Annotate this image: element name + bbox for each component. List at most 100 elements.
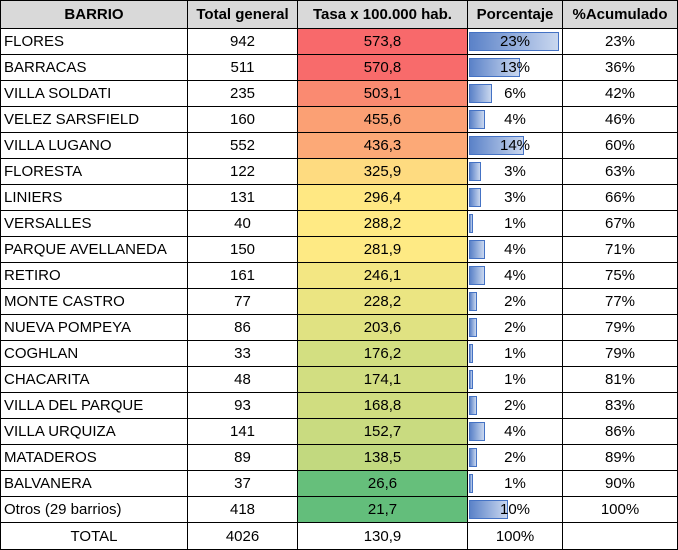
table-row: VILLA LUGANO 552 436,3 14% 60% — [0, 132, 678, 159]
barrio-cell: BARRACAS — [0, 54, 188, 81]
barrio-cell: PARQUE AVELLANEDA — [0, 236, 188, 263]
porcentaje-data-bar — [469, 292, 477, 311]
acumulado-cell: 36% — [562, 54, 678, 81]
barrio-cell: VILLA LUGANO — [0, 132, 188, 159]
acumulado-cell: 42% — [562, 80, 678, 107]
barrio-cell: FLORES — [0, 28, 188, 55]
barrio-cell: RETIRO — [0, 262, 188, 289]
total-general-cell: 40 — [187, 210, 298, 237]
total-general-cell: 33 — [187, 340, 298, 367]
tasa-cell: 570,8 — [297, 54, 468, 81]
table-row: NUEVA POMPEYA 86 203,6 2% 79% — [0, 314, 678, 341]
porcentaje-data-bar — [469, 318, 477, 337]
table-row: PARQUE AVELLANEDA 150 281,9 4% 71% — [0, 236, 678, 263]
header-total-general: Total general — [187, 0, 298, 29]
porcentaje-data-bar — [469, 162, 481, 181]
tasa-cell: 152,7 — [297, 418, 468, 445]
porcentaje-cell: 14% — [467, 132, 563, 159]
barrio-cell: NUEVA POMPEYA — [0, 314, 188, 341]
tasa-cell: 138,5 — [297, 444, 468, 471]
table-row: FLORESTA 122 325,9 3% 63% — [0, 158, 678, 185]
porcentaje-data-bar — [469, 188, 481, 207]
total-general-cell: 122 — [187, 158, 298, 185]
barrio-cell: VELEZ SARSFIELD — [0, 106, 188, 133]
porcentaje-cell: 1% — [467, 366, 563, 393]
table-row: VELEZ SARSFIELD 160 455,6 4% 46% — [0, 106, 678, 133]
porcentaje-cell: 23% — [467, 28, 563, 55]
acumulado-cell: 79% — [562, 314, 678, 341]
table-row: Otros (29 barrios) 418 21,7 10% 100% — [0, 496, 678, 523]
tasa-cell: 228,2 — [297, 288, 468, 315]
table-row: FLORES 942 573,8 23% 23% — [0, 28, 678, 55]
porcentaje-data-bar — [469, 266, 485, 285]
porcentaje-data-bar — [469, 136, 524, 155]
table-row: MONTE CASTRO 77 228,2 2% 77% — [0, 288, 678, 315]
porcentaje-cell: 4% — [467, 262, 563, 289]
total-general-cell: 150 — [187, 236, 298, 263]
total-general-cell: 89 — [187, 444, 298, 471]
acumulado-cell: 100% — [562, 496, 678, 523]
porcentaje-label: 3% — [504, 163, 526, 180]
porcentaje-label: 2% — [504, 293, 526, 310]
acumulado-cell: 67% — [562, 210, 678, 237]
acumulado-cell: 60% — [562, 132, 678, 159]
porcentaje-label: 4% — [504, 423, 526, 440]
porcentaje-cell: 4% — [467, 106, 563, 133]
table-row: CHACARITA 48 174,1 1% 81% — [0, 366, 678, 393]
tasa-cell: 296,4 — [297, 184, 468, 211]
porcentaje-label: 1% — [504, 371, 526, 388]
acumulado-cell: 90% — [562, 470, 678, 497]
porcentaje-cell: 3% — [467, 184, 563, 211]
porcentaje-data-bar — [469, 84, 492, 103]
table-body: FLORES 942 573,8 23% 23% BARRACAS 511 570,8 13% 3… — [0, 28, 678, 523]
total-general-cell: 511 — [187, 54, 298, 81]
porcentaje-cell: 1% — [467, 340, 563, 367]
porcentaje-cell: 10% — [467, 496, 563, 523]
porcentaje-cell: 13% — [467, 54, 563, 81]
porcentaje-cell: 3% — [467, 158, 563, 185]
porcentaje-label: 23% — [499, 33, 531, 50]
acumulado-cell: 75% — [562, 262, 678, 289]
porcentaje-label: 1% — [504, 215, 526, 232]
tasa-cell: 455,6 — [297, 106, 468, 133]
table-row: VERSALLES 40 288,2 1% 67% — [0, 210, 678, 237]
porcentaje-cell: 6% — [467, 80, 563, 107]
acumulado-cell: 71% — [562, 236, 678, 263]
porcentaje-data-bar — [469, 500, 508, 519]
porcentaje-label: 13% — [499, 59, 531, 76]
total-general-cell: 418 — [187, 496, 298, 523]
porcentaje-data-bar — [469, 110, 485, 129]
header-acumulado: %Acumulado — [562, 0, 678, 29]
barrio-cell: Otros (29 barrios) — [0, 496, 188, 523]
tasa-cell: 174,1 — [297, 366, 468, 393]
acumulado-cell: 46% — [562, 106, 678, 133]
acumulado-cell: 63% — [562, 158, 678, 185]
total-general-cell: 37 — [187, 470, 298, 497]
header-porcentaje: Porcentaje — [467, 0, 563, 29]
porcentaje-label: 4% — [504, 267, 526, 284]
porcentaje-cell: 4% — [467, 418, 563, 445]
tasa-cell: 203,6 — [297, 314, 468, 341]
barrio-cell: MATADEROS — [0, 444, 188, 471]
porcentaje-data-bar — [469, 474, 473, 493]
total-general-value: 4026 — [187, 522, 298, 550]
total-acumulado-value — [562, 522, 678, 550]
porcentaje-cell: 1% — [467, 210, 563, 237]
porcentaje-label: 14% — [499, 137, 531, 154]
table-row: VILLA SOLDATI 235 503,1 6% 42% — [0, 80, 678, 107]
porcentaje-label: 2% — [504, 319, 526, 336]
porcentaje-data-bar — [469, 214, 473, 233]
barrio-cell: COGHLAN — [0, 340, 188, 367]
acumulado-cell: 79% — [562, 340, 678, 367]
tasa-cell: 246,1 — [297, 262, 468, 289]
porcentaje-label: 1% — [504, 345, 526, 362]
total-porcentaje-value: 100% — [467, 522, 563, 550]
tasa-cell: 325,9 — [297, 158, 468, 185]
porcentaje-label: 4% — [504, 111, 526, 128]
porcentaje-label: 6% — [504, 85, 526, 102]
total-general-cell: 235 — [187, 80, 298, 107]
total-general-cell: 48 — [187, 366, 298, 393]
acumulado-cell: 86% — [562, 418, 678, 445]
porcentaje-data-bar — [469, 448, 477, 467]
